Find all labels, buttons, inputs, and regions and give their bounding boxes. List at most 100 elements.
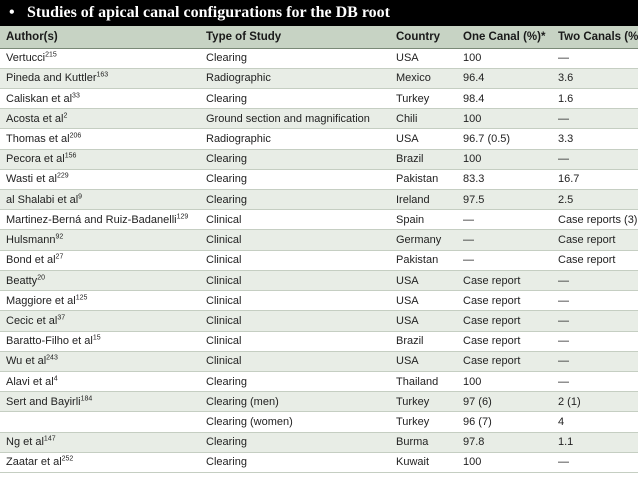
cell-author: Zaatar et al252: [0, 452, 200, 474]
cell-two-canals: —: [552, 371, 638, 393]
cell-one-canal: Case report: [457, 331, 552, 352]
cell-one-canal: 97 (6): [457, 391, 552, 413]
author-name: Bond et al: [6, 254, 56, 267]
author-name: Acosta et al: [6, 112, 64, 125]
cell-type-of-study: Clinical: [200, 270, 390, 292]
cell-one-canal: 98.4: [457, 88, 552, 110]
cell-country: Chili: [390, 108, 457, 130]
cell-country: USA: [390, 310, 457, 332]
cell-one-canal: 100: [457, 452, 552, 474]
cell-country: Germany: [390, 229, 457, 251]
cell-two-canals: 1.1: [552, 432, 638, 453]
cell-country: Kuwait: [390, 452, 457, 474]
reference-superscript: 92: [55, 233, 64, 241]
cell-country: Burma: [390, 432, 457, 453]
reference-superscript: 2: [63, 112, 68, 120]
cell-two-canals: Case reports (3): [552, 209, 638, 231]
cell-author: Maggiore et al125: [0, 290, 200, 312]
table-row: Wu et al243 Clinical USA Case report —: [0, 351, 638, 373]
cell-two-canals: —: [552, 331, 638, 352]
cell-one-canal: Case report: [457, 310, 552, 332]
reference-superscript: 4: [53, 374, 58, 382]
cell-two-canals: 2 (1): [552, 391, 638, 413]
author-name: Alavi et al: [6, 375, 54, 388]
cell-one-canal: Case report: [457, 290, 552, 312]
table-row: Cecic et al37 Clinical USA Case report —: [0, 310, 638, 332]
cell-author: Acosta et al2: [0, 108, 200, 130]
table-row: Maggiore et al125 Clinical USA Case report —: [0, 290, 638, 312]
cell-two-canals: —: [552, 270, 638, 292]
cell-two-canals: —: [552, 108, 638, 130]
cell-type-of-study: Clearing: [200, 169, 390, 191]
author-name: Ng et al: [6, 436, 44, 449]
table-row: Clearing (women) Turkey 96 (7) 4: [0, 411, 638, 433]
studies-table-container: Author(s) Type of Study Country One Cana…: [0, 26, 638, 474]
cell-two-canals: —: [552, 452, 638, 474]
cell-one-canal: 96 (7): [457, 411, 552, 433]
reference-superscript: 163: [96, 71, 109, 79]
table-row: Alavi et al4 Clearing Thailand 100—: [0, 371, 638, 393]
author-name: Sert and Bayirli: [6, 395, 81, 408]
cell-type-of-study: Clinical: [200, 229, 390, 251]
cell-country: Mexico: [390, 68, 457, 89]
cell-one-canal: 100: [457, 371, 552, 393]
author-name: Vertucci: [6, 52, 46, 65]
author-name: al Shalabi et al: [6, 193, 79, 206]
cell-type-of-study: Clearing: [200, 189, 390, 211]
author-name: Baratto-Filho et al: [6, 335, 93, 348]
cell-author: Martinez-Berná and Ruiz-Badanelli129: [0, 209, 200, 231]
cell-author: Sert and Bayirli184: [0, 391, 200, 413]
reference-superscript: 9: [78, 192, 83, 200]
table-row: Beatty20 Clinical USA Case report —: [0, 270, 638, 292]
cell-author: Thomas et al206: [0, 128, 200, 150]
cell-one-canal: 97.5: [457, 189, 552, 211]
cell-type-of-study: Clearing: [200, 432, 390, 453]
author-name: Hulsmann: [6, 234, 56, 247]
table-body: Vertucci215 Clearing USA 100— Pineda and Kut…: [0, 48, 638, 474]
table-row: Vertucci215 Clearing USA 100—: [0, 48, 638, 69]
cell-type-of-study: Clinical: [200, 250, 390, 271]
cell-two-canals: —: [552, 48, 638, 69]
cell-author: al Shalabi et al9: [0, 189, 200, 211]
cell-type-of-study: Clearing: [200, 371, 390, 393]
author-name: Thomas et al: [6, 132, 70, 145]
header-one-canal: One Canal (%)*: [457, 26, 552, 49]
cell-author: Wu et al243: [0, 351, 200, 373]
bullet-icon: •: [9, 4, 15, 21]
cell-country: USA: [390, 48, 457, 69]
author-name: Caliskan et al: [6, 92, 73, 105]
cell-two-canals: —: [552, 310, 638, 332]
cell-one-canal: Case report: [457, 270, 552, 292]
reference-superscript: 147: [43, 435, 56, 443]
cell-two-canals: 4: [552, 411, 638, 433]
cell-country: Pakistan: [390, 169, 457, 191]
table-row: Thomas et al206 Radiographic USA 96.7 (0.5)…: [0, 128, 638, 150]
table-row: Martinez-Berná and Ruiz-Badanelli129 Clin…: [0, 209, 638, 231]
cell-one-canal: 100: [457, 48, 552, 69]
cell-country: Turkey: [390, 411, 457, 433]
cell-country: USA: [390, 128, 457, 150]
cell-country: Thailand: [390, 371, 457, 393]
reference-superscript: 229: [56, 172, 69, 180]
cell-type-of-study: Ground section and magnification: [200, 108, 390, 130]
cell-two-canals: Case report: [552, 229, 638, 251]
table-row: Caliskan et al33 Clearing Turkey 98.4 1.6: [0, 88, 638, 110]
cell-two-canals: 2.5: [552, 189, 638, 211]
cell-one-canal: 97.8: [457, 432, 552, 453]
reference-superscript: 215: [45, 51, 57, 59]
cell-country: Brazil: [390, 331, 457, 352]
table-row: Wasti et al229 Clearing Pakistan 83.3 16.7: [0, 169, 638, 191]
reference-superscript: 125: [75, 294, 88, 302]
author-name: Wu et al: [6, 355, 47, 368]
cell-one-canal: 96.7 (0.5): [457, 128, 552, 150]
cell-type-of-study: Clinical: [200, 331, 390, 352]
reference-superscript: 37: [57, 314, 66, 322]
author-name: Martinez-Berná and Ruiz-Badanelli: [6, 213, 177, 226]
cell-type-of-study: Clearing: [200, 452, 390, 474]
cell-two-canals: 3.3: [552, 128, 638, 150]
cell-author: Bond et al27: [0, 250, 200, 271]
cell-country: Spain: [390, 209, 457, 231]
reference-superscript: 15: [92, 334, 101, 342]
author-name: Pecora et al: [6, 153, 65, 166]
slide-title-bar: • Studies of apical canal configurations …: [0, 0, 638, 26]
